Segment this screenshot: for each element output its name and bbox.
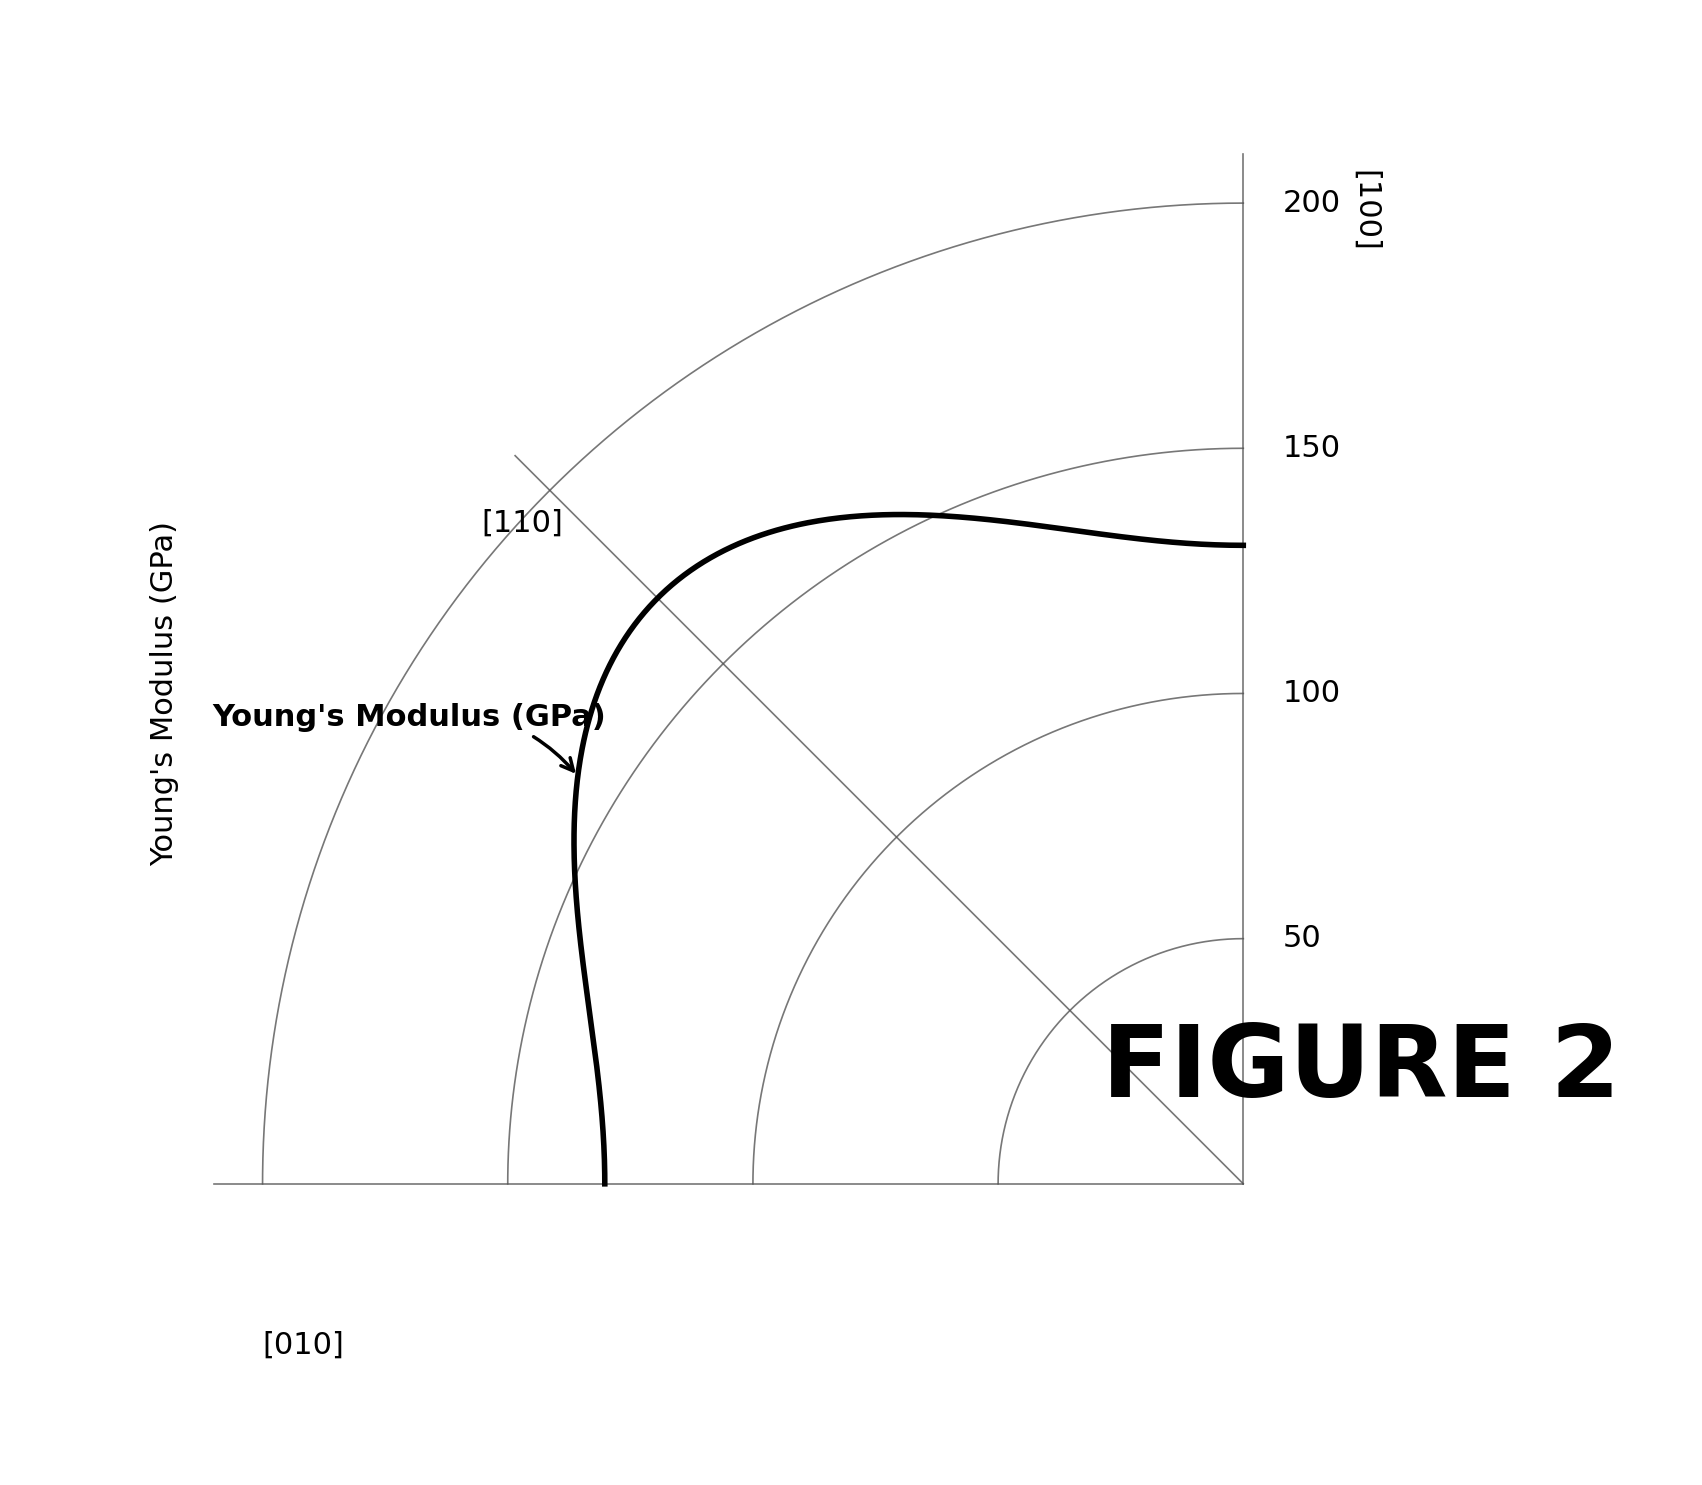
Text: 100: 100: [1283, 679, 1341, 708]
Text: FIGURE 2: FIGURE 2: [1103, 1020, 1620, 1118]
Text: 150: 150: [1283, 434, 1341, 463]
Text: Young's Modulus (GPa): Young's Modulus (GPa): [213, 704, 606, 771]
Text: [010]: [010]: [262, 1331, 344, 1360]
Text: [100]: [100]: [1351, 171, 1380, 252]
Text: [110]: [110]: [482, 509, 563, 538]
Text: 50: 50: [1283, 924, 1321, 953]
Text: Young's Modulus (GPa): Young's Modulus (GPa): [150, 521, 179, 866]
Text: 200: 200: [1283, 189, 1341, 218]
